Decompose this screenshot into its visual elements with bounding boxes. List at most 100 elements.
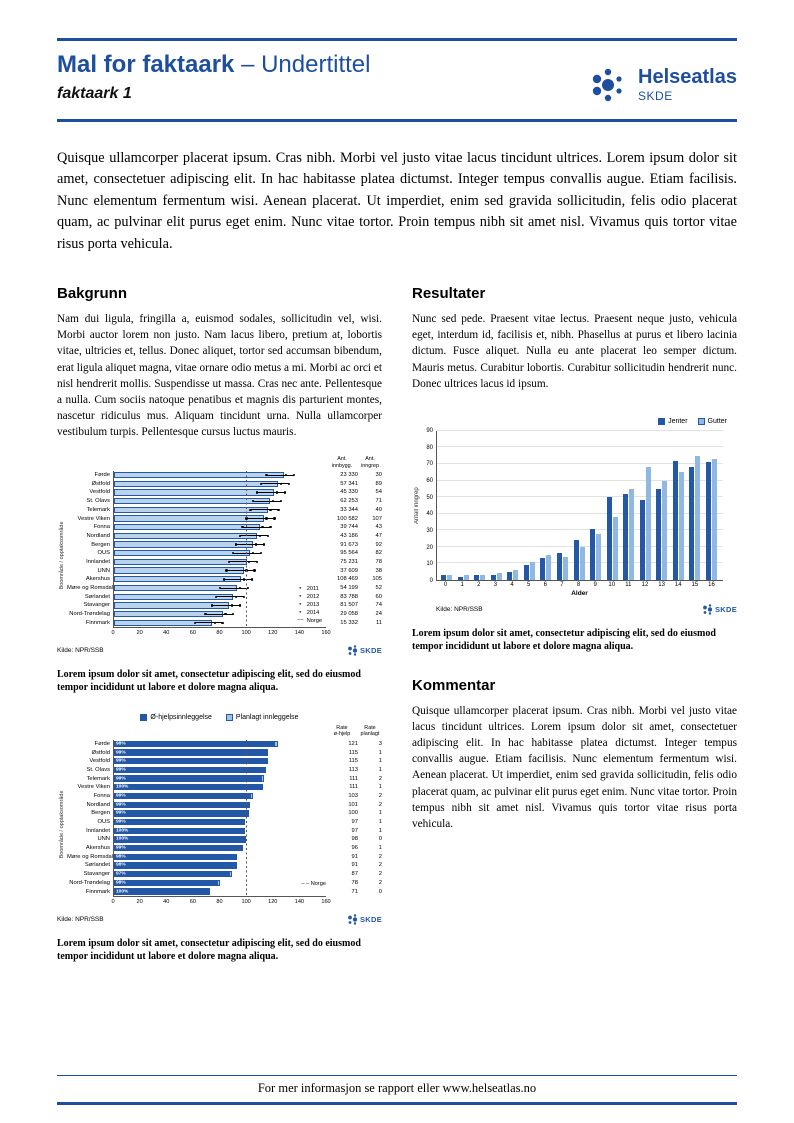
x-axis: 0 20 40 60 80 100 120 140 160 bbox=[67, 627, 382, 640]
gutter-bar bbox=[529, 561, 535, 580]
year-marker-dot bbox=[210, 604, 214, 607]
procedures-value: 24 bbox=[375, 611, 382, 618]
rate-acute-value: 113 bbox=[348, 766, 358, 773]
bar-track: 99% bbox=[113, 756, 326, 766]
gutter-bar bbox=[463, 574, 469, 580]
chart1-row: Nord-Trøndelag 29 058 24 bbox=[67, 609, 382, 619]
acute-bar bbox=[114, 844, 242, 852]
percent-label: 99% bbox=[116, 758, 126, 764]
footer-text[interactable]: For mer informasjon se rapport eller www… bbox=[257, 1080, 537, 1095]
rate-planned-value: 1 bbox=[378, 819, 382, 826]
chart2-row: Finnmark 100% 71 0 bbox=[67, 887, 382, 896]
legend-marker: ● bbox=[299, 610, 302, 615]
bar-track bbox=[113, 601, 326, 610]
percent-label: 99% bbox=[116, 750, 126, 756]
year-marker-dot bbox=[232, 552, 235, 555]
x-tick: 3 bbox=[493, 581, 498, 588]
bar-track bbox=[113, 583, 326, 593]
right-column: Resultater Nunc sed pede. Praesent vitae… bbox=[412, 285, 737, 963]
rate-bar bbox=[114, 567, 244, 574]
year-spread-line bbox=[257, 491, 285, 493]
rate-planned-value: 2 bbox=[378, 879, 382, 886]
chart2-row: OUS 99% 97 1 bbox=[67, 817, 382, 827]
axis-tick: 100 bbox=[241, 898, 251, 905]
year-spread-line bbox=[250, 509, 279, 511]
year-marker-dot bbox=[221, 621, 224, 624]
region-label: Nord-Trøndelag bbox=[69, 879, 110, 886]
year-marker-dot bbox=[265, 517, 268, 520]
legend-swatch bbox=[697, 417, 705, 425]
year-marker-dot bbox=[193, 621, 197, 624]
procedures-value: 30 bbox=[375, 472, 382, 479]
rate-acute-value: 101 bbox=[348, 801, 358, 808]
rate-planned-value: 1 bbox=[378, 845, 382, 852]
chart2-row: Vestfold 99% 115 1 bbox=[67, 756, 382, 766]
gridline bbox=[437, 463, 723, 465]
axis-tick: 120 bbox=[268, 898, 278, 905]
region-label: Telemark bbox=[86, 775, 110, 782]
chart3-legend: Jenter Gutter bbox=[412, 417, 727, 425]
bar-track: 99% bbox=[113, 817, 326, 827]
chart2-caption: Lorem ipsum dolor sit amet, consectetur … bbox=[57, 937, 361, 962]
region-label: Bergen bbox=[91, 541, 110, 548]
region-label: UNN bbox=[97, 836, 110, 843]
x-tick: 2 bbox=[477, 581, 481, 588]
rate-planned-value: 0 bbox=[378, 836, 382, 843]
planned-bar bbox=[261, 784, 264, 791]
chart2-legend: Ø-hjelpsinnleggelse Planlagt innleggelse bbox=[57, 714, 382, 722]
gutter-bar bbox=[579, 546, 585, 580]
region-label: Fonna bbox=[93, 524, 110, 531]
region-label: Østfold bbox=[91, 749, 110, 756]
skde-logo: SKDE bbox=[347, 644, 382, 657]
percent-label: 98% bbox=[116, 854, 126, 860]
bar-track: 97% bbox=[113, 869, 326, 879]
region-label: Vestre Viken bbox=[77, 515, 110, 522]
x-tick: 6 bbox=[543, 581, 547, 588]
bar-track: 99% bbox=[113, 791, 326, 801]
year-marker-dot bbox=[238, 604, 242, 607]
x-tick: 11 bbox=[625, 581, 632, 588]
rate-planned-value: 2 bbox=[378, 862, 382, 869]
year-marker-dot bbox=[246, 586, 250, 590]
chart2-row: Førde 98% 121 3 bbox=[67, 739, 382, 749]
legend-label: 2012 bbox=[306, 593, 320, 600]
year-marker-dot bbox=[241, 526, 244, 529]
population-value: 23 330 bbox=[340, 472, 358, 479]
bar-track bbox=[113, 574, 326, 584]
legend-item: ● 2013 bbox=[296, 601, 322, 609]
legend-label: Norge bbox=[306, 617, 322, 624]
jenter-bar bbox=[672, 460, 678, 580]
source-label: Kilde: NPR/SSB bbox=[436, 605, 483, 613]
gutter-bar bbox=[596, 533, 602, 580]
year-marker-dot bbox=[214, 595, 218, 598]
column-header-rate-planlagt: Rate planlagt bbox=[360, 725, 380, 738]
chart1-rows: ● 2011 ● 2012 ● 2013 ● 2014– – Norge Førde 23 330… bbox=[67, 470, 382, 628]
year-marker-dot bbox=[224, 612, 227, 616]
year-spread-line bbox=[246, 518, 275, 519]
population-value: 43 186 bbox=[340, 532, 358, 539]
gutter-bar bbox=[662, 480, 668, 580]
year-spread-line bbox=[226, 570, 255, 572]
bar-track: 98% bbox=[113, 861, 326, 870]
axis-tick: 60 bbox=[189, 630, 196, 637]
bar-track: 99% bbox=[113, 765, 326, 775]
bar-track bbox=[113, 488, 326, 497]
page-header: Mal for faktaark – Undertittel faktaark … bbox=[57, 51, 737, 107]
skde-logo-text: SKDE bbox=[359, 914, 382, 924]
population-value: 39 744 bbox=[340, 524, 358, 531]
year-marker-dot bbox=[222, 578, 226, 581]
jenter-bar bbox=[706, 462, 711, 580]
rate-planned-value: 2 bbox=[378, 853, 382, 860]
jenter-bar bbox=[689, 467, 695, 580]
chart2-row: Vestre Viken 100% 111 1 bbox=[67, 782, 382, 792]
axis-tick: 20 bbox=[136, 630, 143, 637]
chart2-row: Stavanger 97% 87 2 bbox=[67, 869, 382, 879]
kommentar-heading: Kommentar bbox=[412, 676, 496, 694]
rate-bar bbox=[114, 532, 258, 540]
rate-planned-value: 2 bbox=[378, 801, 382, 808]
bar-track: 100% bbox=[113, 782, 326, 792]
chart1-row: OUS 95 564 82 bbox=[67, 548, 382, 558]
year-spread-line bbox=[253, 500, 281, 502]
percent-label: 99% bbox=[116, 793, 126, 799]
region-label: OUS bbox=[97, 819, 110, 826]
